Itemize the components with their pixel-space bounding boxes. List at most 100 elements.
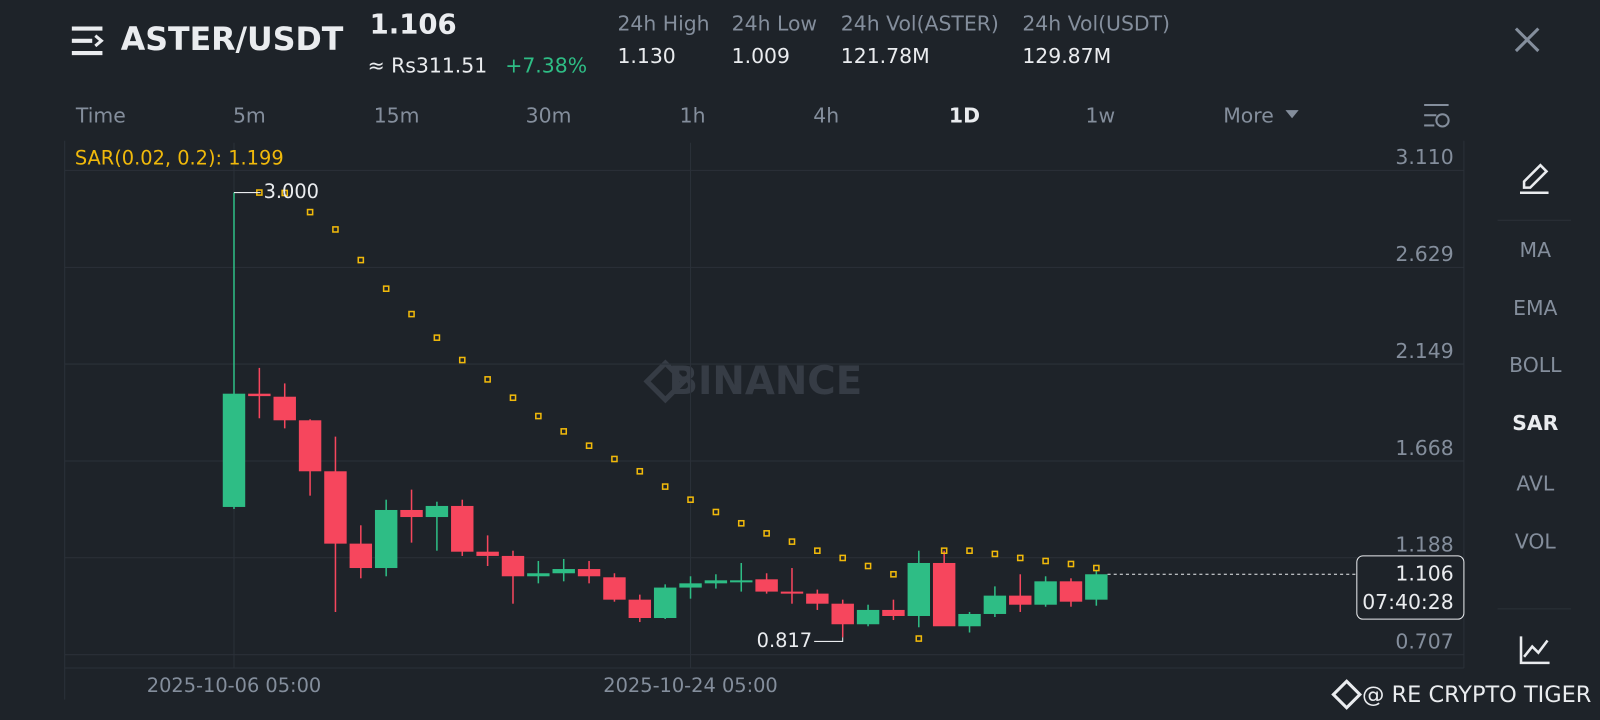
sar-dot [712,508,720,516]
candle-body [476,551,499,556]
sar-dot [661,483,669,490]
fiat-price: ≈ Rs311.51 [368,53,488,77]
min-connector [814,637,844,642]
price: 1.106 [370,8,457,40]
stat-value: 1.009 [732,44,790,68]
sar-dot [737,519,745,527]
menu-icon[interactable] [71,26,104,56]
candle-body [806,593,829,604]
candle-body [856,609,880,625]
sar-dot [636,467,644,475]
candle-body [273,396,296,421]
stat-value: 1.130 [617,44,675,68]
timeframe-tab[interactable]: More [1223,103,1274,127]
indicator-button[interactable]: VOL [1515,530,1557,554]
sar-dot [1093,564,1100,572]
timeframe-tab[interactable]: 4h [813,103,839,127]
candle-body [577,569,601,577]
timeframe-tab[interactable]: 1h [680,103,706,127]
indicator-button[interactable]: BOLL [1509,353,1562,377]
change: +7.38% [505,53,587,77]
sar-dot [433,334,441,341]
footer: @ RE CRYPTO TIGER [1362,682,1591,708]
x-tick-label: 2025-10-06 05:00 [147,674,321,697]
candle-body [425,505,449,518]
timeframe-tab[interactable]: 5m [233,103,266,127]
pair: ASTER/USDT [121,22,344,58]
candle-body [653,587,677,619]
settings-icon[interactable] [1424,104,1450,128]
candle-body [324,471,347,544]
sar-dot [357,256,365,264]
y-tick-label: 2.629 [1395,242,1453,266]
last-price-box [1356,555,1465,620]
sar-dot [966,547,973,555]
indicator-button[interactable]: MA [1520,238,1552,262]
y-tick-label: 1.668 [1395,436,1453,460]
countdown: 07:40:28 [1362,590,1454,614]
candle-body [958,613,981,627]
sar-dot [458,356,466,364]
candle-body [248,393,271,397]
candle-body [907,562,931,616]
indicator-button[interactable]: AVL [1516,471,1555,495]
candle-body [730,580,753,583]
stat-label: 24h Low [732,11,817,35]
sar-dot [1067,560,1075,568]
sar-dot [611,455,618,463]
indicator-button[interactable]: SAR [1512,411,1558,435]
sar-dot [1042,557,1049,565]
stat-label: 24h High [617,11,709,35]
sar-dot [484,376,491,383]
sar-dot [763,530,770,537]
min-label: 0.817 [757,629,812,652]
candle-body [298,420,322,472]
timeframe-tab[interactable]: 1w [1086,103,1116,127]
sar-dot [839,554,847,562]
candle-body [400,509,423,518]
candle-body [780,591,804,594]
candle-body [1085,574,1108,600]
sar-dot [332,226,339,233]
stat-value: 129.87M [1022,44,1111,68]
candle-body [222,393,246,507]
sar-dot [382,285,390,293]
last-price-label: 1.106 [1395,561,1453,585]
sar-dot [991,550,999,558]
y-tick-label: 2.149 [1395,339,1453,363]
stat-label: 24h Vol(ASTER) [841,11,999,35]
max-label: 3.000 [264,180,319,203]
timeframe-tab[interactable]: 1D [949,103,980,127]
candle-body [1059,581,1083,602]
timeframe-tab[interactable]: Time [75,103,126,127]
sar-dot [408,310,415,318]
sar-dot [560,428,568,435]
sar-dot [788,538,796,545]
sar-dot [306,208,314,216]
candle-body [679,583,702,588]
candle-body [374,509,398,569]
sar-dot [585,442,593,450]
timeframe-tab[interactable]: 30m [526,103,572,127]
candle-body [501,555,525,577]
candle-body [628,599,652,619]
watermark-logo [643,359,688,404]
sar-dot [814,547,821,555]
candle-body [603,577,626,600]
sar-dot [535,412,542,420]
candle-body [932,562,956,627]
indicator-label: SAR(0.02, 0.2): 1.199 [75,147,284,170]
draw-icon[interactable] [1520,163,1549,195]
dropdown-arrow [1285,110,1299,119]
indicator-button[interactable]: EMA [1513,296,1557,320]
y-tick-label: 0.707 [1395,629,1453,653]
chart-type-icon[interactable] [1519,636,1550,665]
sar-dot [940,547,948,555]
timeframe-tab[interactable]: 15m [374,103,420,127]
candle-body [831,603,854,625]
sar-dot [915,635,923,642]
sar-dot [1016,554,1024,562]
candle-body [704,580,728,584]
close-button[interactable] [1514,27,1540,53]
